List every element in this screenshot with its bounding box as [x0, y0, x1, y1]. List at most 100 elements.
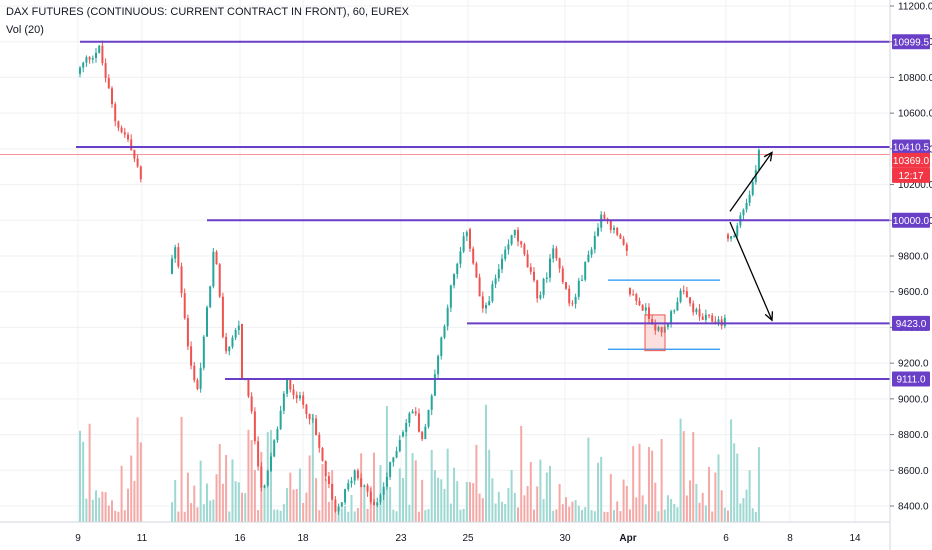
candle-body	[504, 249, 507, 259]
chart-title: DAX FUTURES (CONTINUOUS: CURRENT CONTRAC…	[6, 6, 409, 18]
candle-body	[462, 236, 465, 252]
candle-body	[708, 314, 711, 316]
price-tick-label: 9200.0	[898, 359, 929, 370]
level-lines[interactable]	[0, 40, 890, 381]
candle-body	[565, 282, 567, 289]
candle-body	[257, 441, 260, 467]
volume-bar	[180, 416, 183, 522]
volume-bar	[209, 500, 212, 522]
candle-body	[666, 324, 669, 327]
candle-body	[263, 485, 266, 488]
volume-bar	[727, 510, 729, 522]
volume-bar	[250, 440, 253, 522]
volume-bar	[695, 483, 698, 522]
volume-bar	[552, 510, 555, 522]
projection-arrows	[729, 151, 774, 322]
candle-body	[456, 263, 459, 274]
candle-body	[616, 227, 619, 235]
time-axis[interactable]: 9 11 16 18 23 25 30 Apr 6 8 14	[0, 521, 890, 544]
time-tick-label: 30	[559, 533, 571, 544]
candle-body	[632, 294, 635, 296]
volume-bar	[302, 502, 305, 522]
level-price-tag-label: 10410.5	[893, 142, 930, 153]
candle-body	[82, 62, 85, 68]
candle-body	[305, 404, 308, 415]
candle-body	[253, 411, 256, 442]
volume-bar	[676, 507, 679, 522]
volume-bar	[196, 507, 199, 522]
volume-bar	[739, 503, 742, 522]
candle-body	[571, 303, 574, 305]
volume-bar	[465, 481, 468, 522]
candle-body	[625, 244, 628, 251]
candle-body	[177, 247, 180, 267]
candle-body	[421, 431, 424, 440]
volume-bar	[321, 463, 324, 522]
volume-bar	[529, 462, 532, 522]
candle-body	[494, 278, 497, 285]
volume-bar	[298, 468, 301, 522]
candle-body	[736, 225, 739, 236]
volume-bar	[561, 504, 564, 522]
candle-body	[446, 307, 449, 327]
candle-body	[376, 502, 379, 506]
volume-bar	[417, 511, 420, 522]
volume-bar	[276, 509, 279, 522]
candle-body	[315, 418, 318, 435]
candle-body	[136, 158, 139, 167]
volume-bar	[616, 501, 619, 522]
volume-bar	[421, 479, 424, 522]
volume-bar	[174, 480, 177, 522]
candle-body	[475, 263, 478, 278]
volume-bar	[193, 485, 196, 522]
candle-body	[670, 311, 673, 325]
projection-arrow-line	[729, 152, 773, 212]
candle-body	[98, 45, 101, 53]
volume-bar	[398, 468, 401, 522]
highlight-box	[644, 314, 666, 352]
candle-body	[510, 235, 513, 245]
candle-body	[679, 290, 682, 302]
candle-body	[171, 258, 173, 274]
volume-bar	[619, 511, 622, 522]
candle-body	[742, 209, 745, 216]
volume-bar	[517, 507, 519, 522]
candle-body	[727, 234, 729, 239]
candle-body	[549, 258, 551, 278]
volume-bar	[286, 488, 289, 522]
candle-body	[520, 241, 523, 245]
volume-bar	[234, 481, 237, 522]
volume-bar	[757, 447, 760, 522]
candle-body	[273, 440, 276, 457]
candle-body	[698, 309, 701, 317]
candle-body	[517, 229, 519, 242]
time-tick-label: 23	[395, 533, 407, 544]
candle-body	[276, 428, 279, 441]
price-axis[interactable]: 8400.08600.08800.09000.09200.09400.09600…	[889, 0, 932, 550]
volume-bar	[510, 469, 513, 522]
volume-bar	[433, 470, 436, 522]
candle-body	[88, 57, 91, 60]
candles	[79, 40, 760, 515]
candle-body	[440, 337, 443, 357]
volume-bar	[597, 462, 599, 522]
volume-bar	[609, 473, 612, 522]
candle-body	[241, 323, 243, 380]
volume-bar	[212, 499, 215, 522]
candle-body	[327, 476, 330, 485]
candle-body	[269, 456, 272, 471]
time-tick-label: 16	[234, 533, 246, 544]
candle-body	[174, 247, 177, 259]
volume-bar	[411, 453, 414, 522]
candle-body	[574, 296, 577, 304]
candle-body	[139, 166, 142, 180]
volume-bar	[324, 478, 327, 522]
volume-bar	[120, 465, 123, 522]
price-tags: 10999.5 10410.5 10000.0 9423.0 9111.0 10369.0…	[892, 34, 930, 387]
candle-body	[395, 451, 398, 458]
volume-bar	[228, 511, 231, 522]
candle-body	[225, 336, 228, 352]
candle-body	[644, 307, 647, 311]
time-tick-label: 14	[849, 533, 861, 544]
